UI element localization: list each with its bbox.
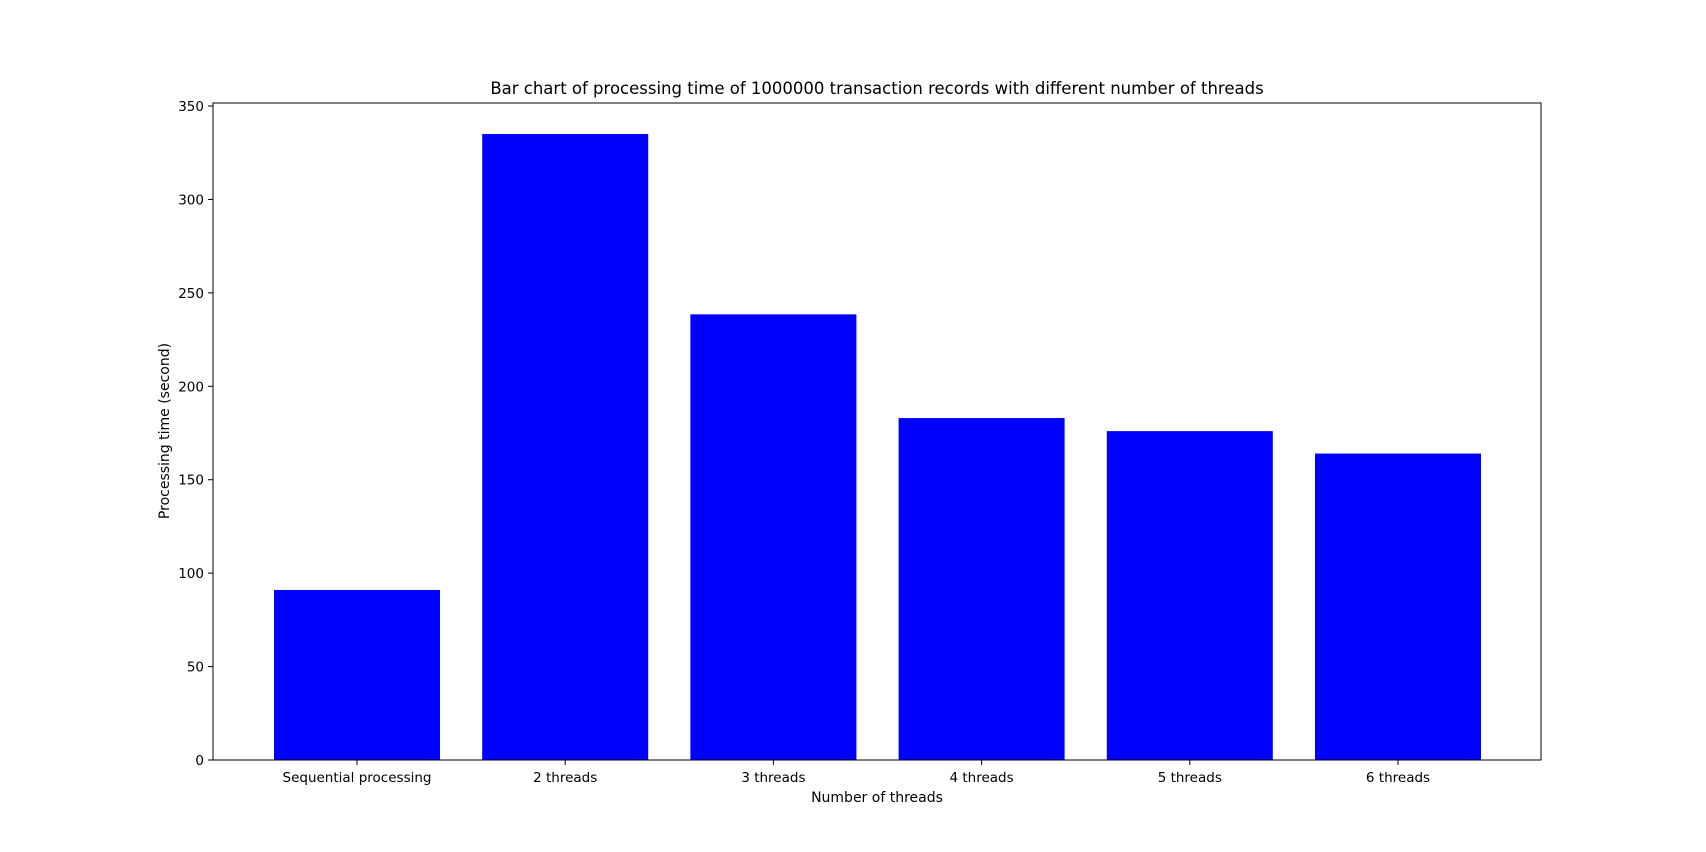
y-tick-label: 300 bbox=[178, 192, 204, 208]
y-tick-label: 200 bbox=[178, 379, 204, 395]
x-axis-label: Number of threads bbox=[811, 790, 943, 806]
y-tick-label: 50 bbox=[187, 660, 204, 676]
x-axis: Sequential processing 2 threads 3 threads 4… bbox=[283, 760, 1430, 786]
bar-2 bbox=[690, 314, 857, 760]
y-tick-label: 350 bbox=[178, 99, 204, 115]
bar-1 bbox=[482, 134, 649, 760]
y-axis: 0 50 100 150 200 250 300 350 bbox=[178, 99, 213, 769]
bar-4 bbox=[1106, 431, 1273, 760]
bar-0 bbox=[274, 589, 440, 760]
x-tick-label: 3 threads bbox=[741, 770, 805, 786]
bar-3 bbox=[898, 418, 1065, 760]
y-tick-label: 150 bbox=[178, 473, 204, 489]
y-axis-label: Processing time (second) bbox=[157, 343, 173, 519]
x-tick-label: Sequential processing bbox=[283, 770, 432, 786]
x-tick-label: 4 threads bbox=[950, 770, 1014, 786]
plot-frame bbox=[212, 102, 1542, 761]
x-tick-label: 6 threads bbox=[1366, 770, 1430, 786]
y-tick-label: 0 bbox=[195, 753, 204, 769]
y-tick-label: 100 bbox=[178, 566, 204, 582]
y-tick-label: 250 bbox=[178, 286, 204, 302]
x-tick-label: 5 threads bbox=[1158, 770, 1222, 786]
bar-5 bbox=[1315, 453, 1481, 760]
plot-area bbox=[212, 102, 1542, 761]
chart-title: Bar chart of processing time of 1000000 … bbox=[490, 79, 1263, 98]
x-tick-label: 2 threads bbox=[533, 770, 597, 786]
bars bbox=[274, 134, 1481, 760]
